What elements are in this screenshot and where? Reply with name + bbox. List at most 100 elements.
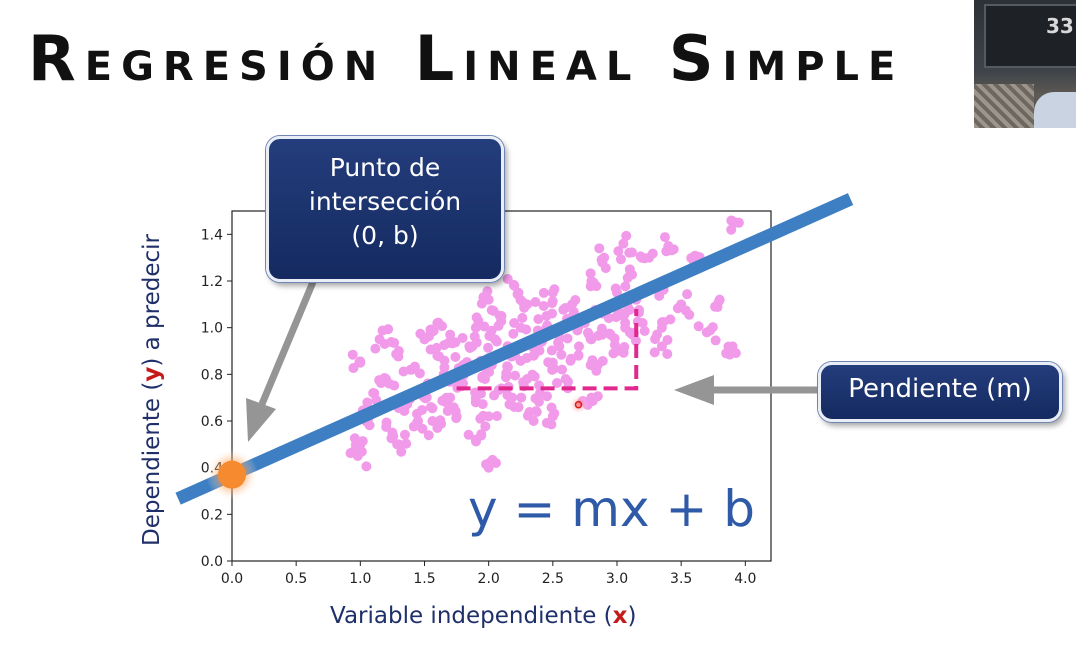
- data-point: [659, 232, 670, 243]
- data-point: [475, 388, 486, 399]
- regression-equation: y = mx + b: [468, 480, 755, 538]
- data-point: [379, 338, 390, 349]
- data-point: [370, 343, 381, 354]
- data-point: [588, 277, 599, 288]
- title-initial: L: [414, 22, 464, 95]
- x-tick-label: 1.0: [349, 571, 371, 587]
- data-point: [401, 438, 412, 449]
- data-point: [620, 322, 631, 333]
- data-point: [522, 410, 533, 421]
- intercept-callout-line: (0, b): [351, 221, 419, 250]
- data-point: [445, 329, 456, 340]
- x-axis-variable: x: [612, 603, 628, 629]
- data-point: [476, 430, 487, 441]
- data-point: [425, 344, 436, 355]
- data-point: [443, 337, 454, 348]
- data-point: [437, 321, 448, 332]
- data-point: [516, 392, 527, 403]
- data-point: [490, 458, 501, 469]
- title-initial: S: [668, 22, 723, 95]
- data-point: [682, 289, 693, 300]
- data-point: [489, 390, 500, 401]
- data-point: [650, 334, 661, 345]
- title-word: EGRESIÓN: [84, 44, 387, 90]
- data-point: [427, 403, 438, 414]
- y-axis-label-post: ) a predecir: [139, 234, 165, 367]
- regression-line: [175, 193, 854, 505]
- data-point: [477, 399, 488, 410]
- data-point: [710, 301, 721, 312]
- data-point: [508, 328, 519, 339]
- data-point: [469, 331, 480, 342]
- data-point: [356, 446, 367, 457]
- data-point: [347, 349, 358, 360]
- data-point: [502, 274, 513, 285]
- data-point: [457, 332, 468, 343]
- x-axis-label-post: ): [627, 603, 637, 629]
- data-point: [662, 334, 673, 345]
- data-point: [618, 238, 629, 249]
- data-point: [562, 333, 573, 344]
- x-tick-label: 2.0: [478, 571, 500, 587]
- highlight-point: [574, 400, 583, 409]
- data-point: [543, 357, 554, 368]
- data-point: [546, 345, 557, 356]
- data-point: [585, 268, 596, 279]
- data-point: [439, 362, 450, 373]
- data-point: [483, 342, 494, 353]
- x-tick-label: 1.5: [413, 571, 435, 587]
- data-point: [450, 351, 461, 362]
- data-point: [349, 433, 360, 444]
- intercept-arrow-shaft: [258, 280, 317, 406]
- webcam-sofa: [974, 84, 1034, 128]
- data-point: [408, 421, 419, 432]
- data-point: [552, 377, 563, 388]
- data-point: [530, 393, 541, 404]
- data-point: [591, 365, 602, 376]
- data-point: [361, 461, 372, 472]
- webcam-person: [1034, 92, 1076, 128]
- data-point: [392, 439, 403, 450]
- y-tick-label: 0.0: [201, 554, 223, 570]
- data-point: [491, 411, 502, 422]
- slope-marker: [456, 309, 639, 391]
- data-point: [388, 431, 399, 442]
- webcam-thumbnail: 33: [974, 0, 1076, 128]
- title-word: IMPLE: [722, 44, 905, 90]
- y-tick-label: 1.2: [201, 274, 223, 290]
- data-point: [630, 335, 641, 346]
- data-point: [560, 302, 571, 313]
- data-point: [519, 302, 530, 313]
- y-axis-variable: y: [139, 366, 165, 382]
- data-point: [423, 430, 434, 441]
- data-point: [549, 284, 560, 295]
- data-point: [613, 246, 624, 257]
- data-point: [547, 308, 558, 319]
- data-point: [417, 423, 428, 434]
- data-point: [627, 269, 638, 280]
- y-tick-label: 0.2: [201, 507, 223, 523]
- data-point: [393, 351, 404, 362]
- data-point: [546, 402, 557, 413]
- data-point: [517, 312, 528, 323]
- data-point: [357, 436, 368, 447]
- data-point: [541, 417, 552, 428]
- data-point: [726, 224, 737, 235]
- data-point: [384, 378, 395, 389]
- data-point: [513, 402, 524, 413]
- data-point: [479, 321, 490, 332]
- data-point: [541, 391, 552, 402]
- intercept-arrow-head: [246, 398, 276, 442]
- data-point: [414, 368, 425, 379]
- intercept-callout-line: Punto de: [329, 153, 441, 182]
- data-point: [608, 348, 619, 359]
- data-point: [611, 312, 622, 323]
- data-point: [486, 305, 497, 316]
- data-point: [476, 298, 487, 309]
- x-axis-label: Variable independiente (x): [330, 603, 636, 629]
- data-point: [661, 246, 672, 257]
- data-point: [475, 413, 486, 424]
- intercept-callout: Punto de intersección (0, b): [266, 136, 504, 282]
- data-point: [566, 353, 577, 364]
